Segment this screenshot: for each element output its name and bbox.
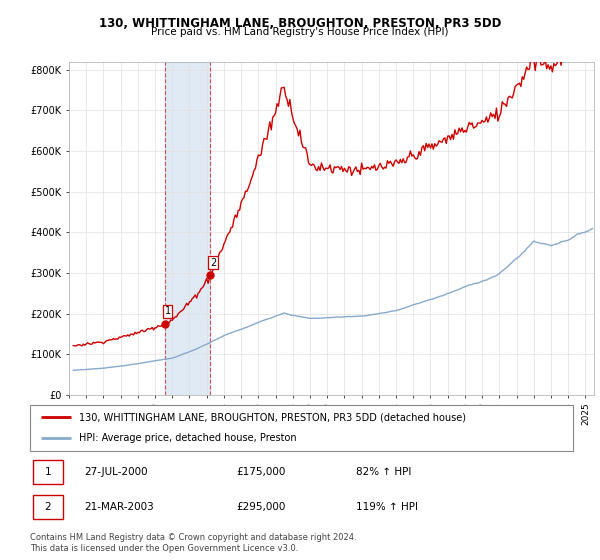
Text: 21-MAR-2003: 21-MAR-2003 [85, 502, 154, 512]
Text: 2: 2 [44, 502, 51, 512]
Bar [165, 62, 211, 395]
Text: 1: 1 [164, 306, 170, 316]
Text: Price paid vs. HM Land Registry's House Price Index (HPI): Price paid vs. HM Land Registry's House … [151, 27, 449, 37]
Text: 27-JUL-2000: 27-JUL-2000 [85, 468, 148, 478]
Text: 1: 1 [44, 468, 51, 478]
Text: Contains HM Land Registry data © Crown copyright and database right 2024.
This d: Contains HM Land Registry data © Crown c… [30, 533, 356, 553]
Text: 2: 2 [210, 258, 216, 268]
Text: £175,000: £175,000 [236, 468, 286, 478]
Text: 130, WHITTINGHAM LANE, BROUGHTON, PRESTON, PR3 5DD: 130, WHITTINGHAM LANE, BROUGHTON, PRESTO… [99, 17, 501, 30]
Text: 82% ↑ HPI: 82% ↑ HPI [356, 468, 411, 478]
Text: 130, WHITTINGHAM LANE, BROUGHTON, PRESTON, PR3 5DD (detached house): 130, WHITTINGHAM LANE, BROUGHTON, PRESTO… [79, 412, 466, 422]
FancyBboxPatch shape [30, 405, 573, 451]
Text: 119% ↑ HPI: 119% ↑ HPI [356, 502, 418, 512]
FancyBboxPatch shape [33, 460, 62, 484]
FancyBboxPatch shape [33, 496, 62, 519]
Text: HPI: Average price, detached house, Preston: HPI: Average price, detached house, Pres… [79, 433, 296, 444]
Text: £295,000: £295,000 [236, 502, 286, 512]
